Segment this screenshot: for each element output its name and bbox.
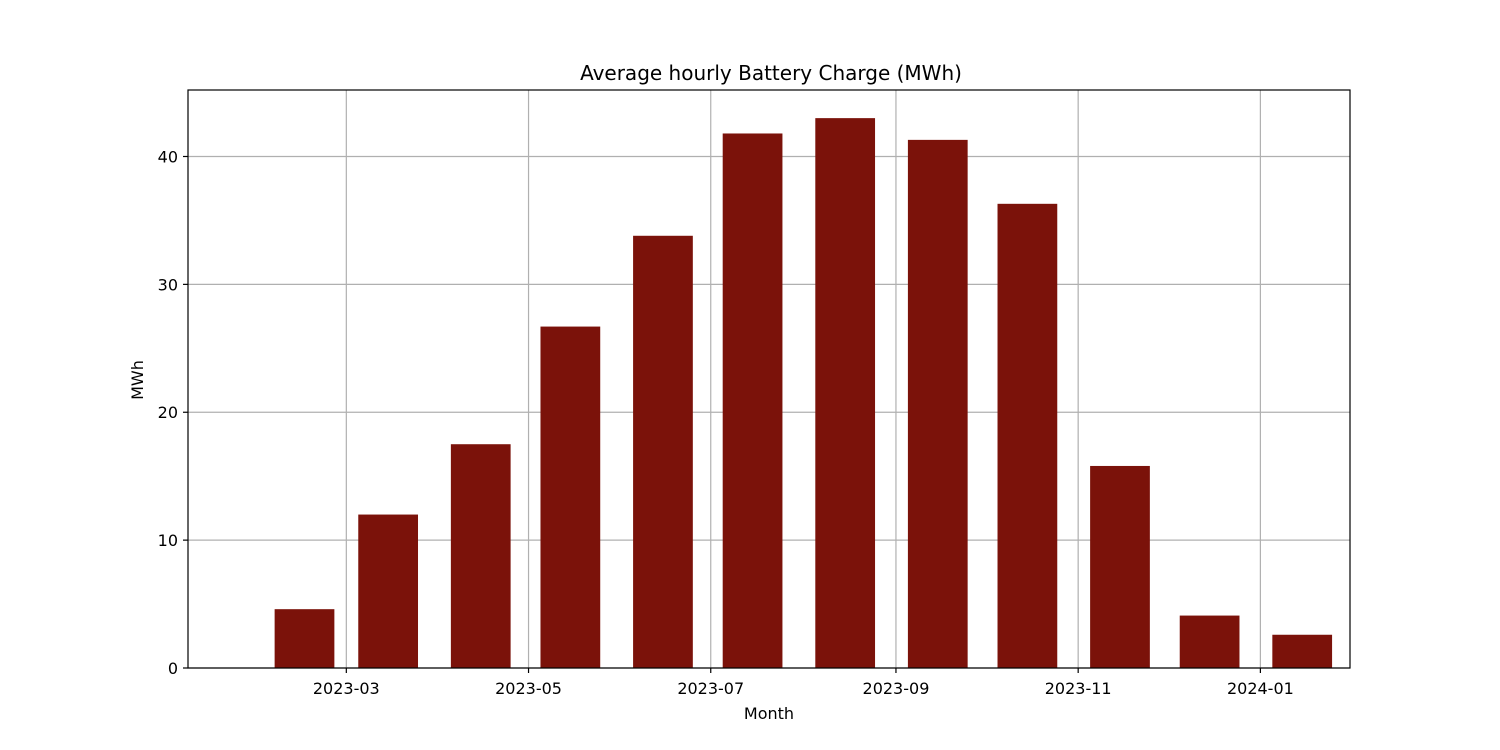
x-tick-label: 2024-01	[1227, 679, 1294, 698]
x-tick-label: 2023-07	[677, 679, 744, 698]
plot-frame	[187, 89, 1351, 669]
y-tick-label: 40	[158, 147, 178, 166]
x-tick-label: 2023-09	[863, 679, 930, 698]
chart-title: Average hourly Battery Charge (MWh)	[580, 61, 962, 85]
bar-2023-08	[815, 118, 876, 668]
y-tick-label: 10	[158, 531, 178, 550]
y-tick-label: 0	[168, 659, 178, 678]
bar-2023-09	[907, 139, 968, 668]
bar-2023-02	[274, 609, 335, 668]
bar-2023-06	[633, 235, 693, 669]
y-axis-ticks: 0 10 20 30 40	[158, 147, 188, 678]
bar-2024-01	[1272, 634, 1333, 668]
x-tick-label: 2023-11	[1045, 679, 1112, 698]
x-tick-label: 2023-03	[313, 679, 380, 698]
y-tick-label: 30	[158, 275, 178, 294]
bar-2023-04	[450, 444, 511, 668]
bar-2023-07	[722, 133, 783, 668]
x-tick-label: 2023-05	[495, 679, 562, 698]
bar-2023-03	[358, 514, 419, 668]
bar-2023-11	[1090, 465, 1150, 668]
y-axis-label: MWh	[128, 360, 147, 400]
x-axis-ticks: 2023-03 2023-05 2023-07 2023-09 2023-11 2024-…	[313, 668, 1294, 698]
y-tick-label: 20	[158, 403, 178, 422]
bars	[274, 118, 1333, 669]
bar-2023-05	[540, 326, 601, 668]
x-axis-label: Month	[744, 704, 794, 723]
bar-2023-10	[997, 203, 1058, 668]
bar-2023-12	[1179, 615, 1240, 668]
